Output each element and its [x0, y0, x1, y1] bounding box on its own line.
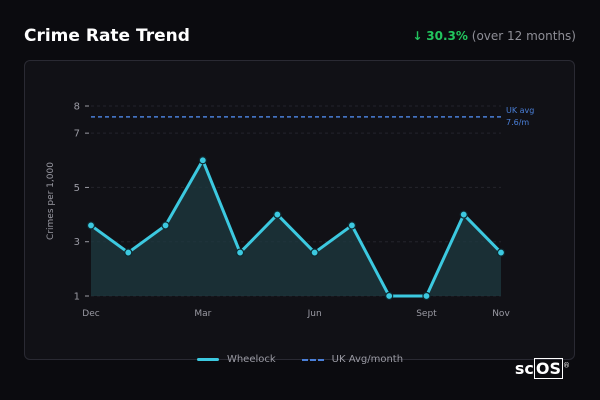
change-percent: 30.3% — [426, 29, 468, 43]
y-tick-label: 5 — [74, 183, 80, 194]
y-tick-label: 8 — [74, 102, 80, 113]
legend-swatch-dashed — [301, 358, 324, 361]
data-point-mar — [198, 156, 207, 165]
chart-title: Crime Rate Trend — [24, 26, 190, 46]
legend-item-uk-avg[interactable]: UK Avg/month — [301, 354, 404, 365]
legend-label-wheelock: Wheelock — [226, 354, 276, 365]
data-point-jan — [124, 248, 133, 257]
data-point-jul — [347, 221, 357, 230]
y-axis-label: Crimes per 1,000 — [46, 162, 56, 240]
data-points — [86, 156, 506, 301]
series-line-wheelock — [90, 158, 503, 298]
data-point-apr — [235, 248, 245, 257]
trend-change: ↓ 30.3% (over 12 months) — [412, 29, 576, 43]
legend-label-uk-avg: UK Avg/month — [331, 354, 404, 365]
change-arrow: ↓ — [412, 29, 423, 43]
data-point-sept — [422, 291, 431, 301]
y-tick-label: 7 — [74, 129, 80, 140]
data-point-dec — [86, 221, 96, 230]
data-point-feb — [161, 221, 170, 230]
legend-item-wheelock[interactable]: Wheelock — [196, 354, 276, 365]
scos-logo: sc OS ® — [514, 358, 570, 379]
series-area-wheelock — [91, 160, 501, 296]
chart-card — [24, 60, 575, 360]
data-point-nov — [496, 248, 506, 257]
y-ticks: 1 3 5 7 8 — [74, 102, 89, 303]
data-point-may — [273, 210, 282, 219]
x-ticks: Dec Mar Jun Sept Nov — [82, 309, 510, 319]
data-point-jun — [310, 248, 319, 257]
x-tick-label: Dec — [82, 309, 99, 319]
x-tick-label: Jun — [307, 309, 322, 319]
x-tick-label: Mar — [194, 309, 211, 319]
x-tick-label: Nov — [492, 309, 510, 319]
data-point-oct — [459, 210, 468, 219]
legend-swatch-solid — [196, 358, 219, 361]
change-period: (over 12 months) — [471, 29, 576, 43]
y-tick-label: 3 — [74, 237, 80, 248]
uk-avg-label-name: UK avg — [506, 106, 534, 115]
legend: Wheelock UK Avg/month — [0, 354, 600, 365]
uk-avg-label-value: 7.6/m — [506, 118, 529, 127]
data-point-aug — [385, 291, 394, 301]
x-tick-label: Sept — [416, 309, 437, 319]
y-tick-label: 1 — [74, 292, 80, 303]
